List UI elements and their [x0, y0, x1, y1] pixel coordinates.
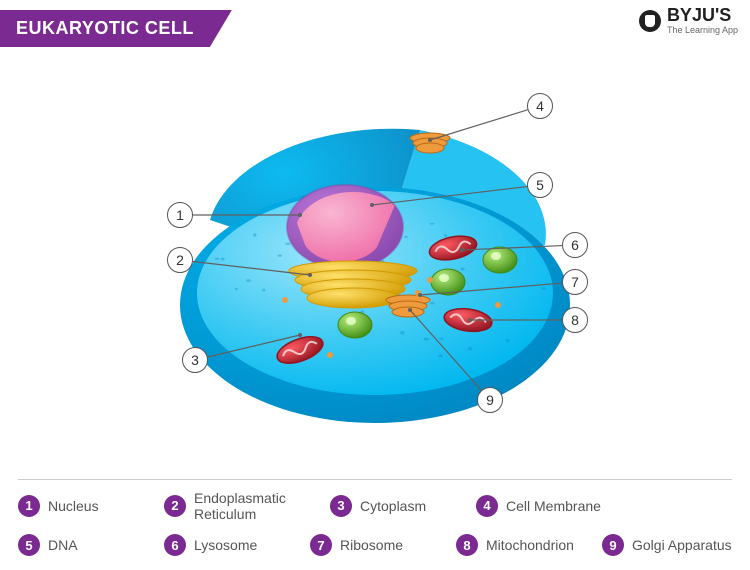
legend-num-7: 7: [310, 534, 332, 556]
legend-num-1: 1: [18, 495, 40, 517]
legend: 1 Nucleus 2 Endoplasmatic Reticulum 3 Cytopla…: [18, 479, 732, 556]
legend-label-7: Ribosome: [340, 537, 403, 553]
legend-item-5: 5 DNA: [18, 534, 138, 556]
legend-label-8: Mitochondrion: [486, 537, 574, 553]
callout-5: 5: [527, 172, 553, 198]
header: EUKARYOTIC CELL BYJU'S The Learning App: [0, 0, 750, 50]
legend-num-6: 6: [164, 534, 186, 556]
callout-9: 9: [477, 387, 503, 413]
legend-item-3: 3 Cytoplasm: [330, 490, 450, 522]
legend-item-7: 7 Ribosome: [310, 534, 430, 556]
legend-item-1: 1 Nucleus: [18, 490, 138, 522]
legend-rule: [18, 479, 732, 480]
callout-6: 6: [562, 232, 588, 258]
brand-tagline: The Learning App: [667, 26, 738, 35]
legend-label-3: Cytoplasm: [360, 498, 426, 514]
cell-svg: [0, 50, 750, 450]
page-title: EUKARYOTIC CELL: [0, 10, 232, 47]
callout-1: 1: [167, 202, 193, 228]
legend-num-2: 2: [164, 495, 186, 517]
legend-label-6: Lysosome: [194, 537, 257, 553]
legend-label-5: DNA: [48, 537, 78, 553]
legend-num-4: 4: [476, 495, 498, 517]
callout-4: 4: [527, 93, 553, 119]
legend-item-9: 9 Golgi Apparatus: [602, 534, 732, 556]
legend-items: 1 Nucleus 2 Endoplasmatic Reticulum 3 Cytopla…: [18, 490, 732, 556]
legend-label-2: Endoplasmatic Reticulum: [194, 490, 304, 522]
callout-7: 7: [562, 269, 588, 295]
callout-3: 3: [182, 347, 208, 373]
legend-num-5: 5: [18, 534, 40, 556]
legend-label-1: Nucleus: [48, 498, 99, 514]
legend-item-6: 6 Lysosome: [164, 534, 284, 556]
brand-logo: BYJU'S The Learning App: [639, 6, 738, 35]
cell-diagram: 1 2 3 4 5 6 7 8 9: [0, 50, 750, 450]
brand-text: BYJU'S The Learning App: [667, 6, 738, 35]
legend-num-3: 3: [330, 495, 352, 517]
legend-item-8: 8 Mitochondrion: [456, 534, 576, 556]
legend-num-9: 9: [602, 534, 624, 556]
legend-label-9: Golgi Apparatus: [632, 537, 732, 553]
legend-num-8: 8: [456, 534, 478, 556]
brand-mark-icon: [639, 10, 661, 32]
legend-item-2: 2 Endoplasmatic Reticulum: [164, 490, 304, 522]
legend-label-4: Cell Membrane: [506, 498, 601, 514]
page: EUKARYOTIC CELL BYJU'S The Learning App …: [0, 0, 750, 570]
legend-item-4: 4 Cell Membrane: [476, 490, 601, 522]
callout-2: 2: [167, 247, 193, 273]
callout-8: 8: [562, 307, 588, 333]
brand-name: BYJU'S: [667, 6, 738, 24]
